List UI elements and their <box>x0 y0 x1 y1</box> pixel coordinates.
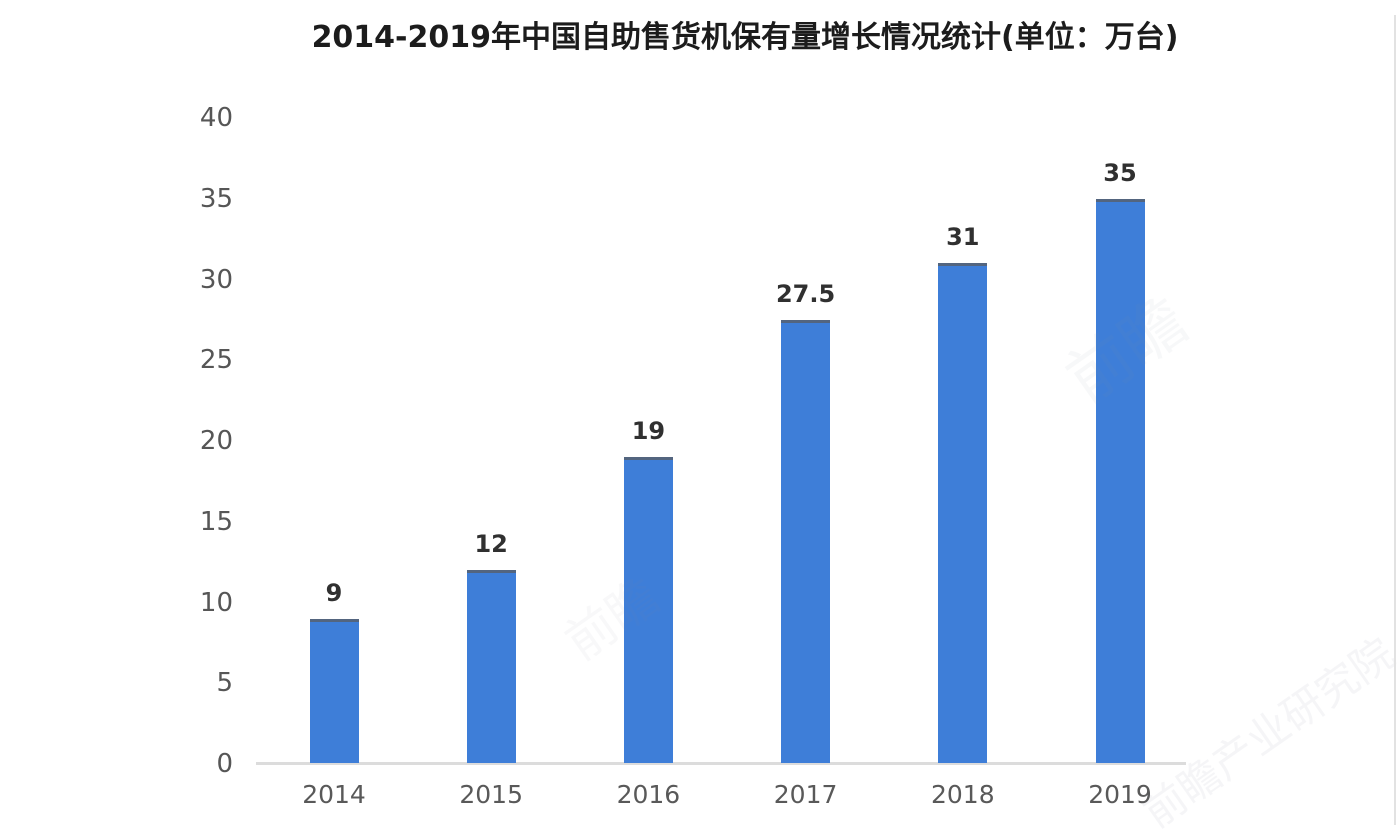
data-label: 12 <box>474 530 508 559</box>
bar-2015 <box>466 570 516 763</box>
y-tick-label: 20 <box>199 426 233 456</box>
data-label: 31 <box>946 223 980 252</box>
data-label: 19 <box>631 417 666 446</box>
bar-2016 <box>623 457 673 763</box>
data-label: 9 <box>325 578 343 607</box>
y-tick-label: 15 <box>199 506 233 537</box>
x-tick-label: 2016 <box>616 780 681 809</box>
bar-2017 <box>781 319 831 763</box>
data-label: 27.5 <box>775 279 836 308</box>
x-tick-label: 2017 <box>773 780 838 809</box>
y-tick-label: 30 <box>199 264 233 295</box>
data-label: 35 <box>1103 158 1137 187</box>
x-tick-label: 2018 <box>930 780 995 809</box>
chart-title: 2014-2019年中国自助售货机保有量增长情况统计(单位：万台) <box>311 20 1179 55</box>
y-tick-label: 25 <box>199 345 233 376</box>
y-tick-label: 5 <box>216 668 233 699</box>
bar-2018 <box>938 263 988 763</box>
x-tick-label: 2015 <box>459 780 523 809</box>
y-tick-label: 40 <box>199 103 233 133</box>
x-axis-line <box>256 762 1186 765</box>
y-tick-label: 10 <box>199 587 233 618</box>
x-tick-label: 2019 <box>1088 780 1152 809</box>
bar-2014 <box>309 618 359 763</box>
y-tick-label: 0 <box>216 749 233 779</box>
x-tick-label: 2014 <box>302 780 366 809</box>
y-tick-label: 35 <box>199 183 233 214</box>
screenshot-edge-artifact <box>1394 15 1396 825</box>
bar-2019 <box>1095 198 1145 763</box>
